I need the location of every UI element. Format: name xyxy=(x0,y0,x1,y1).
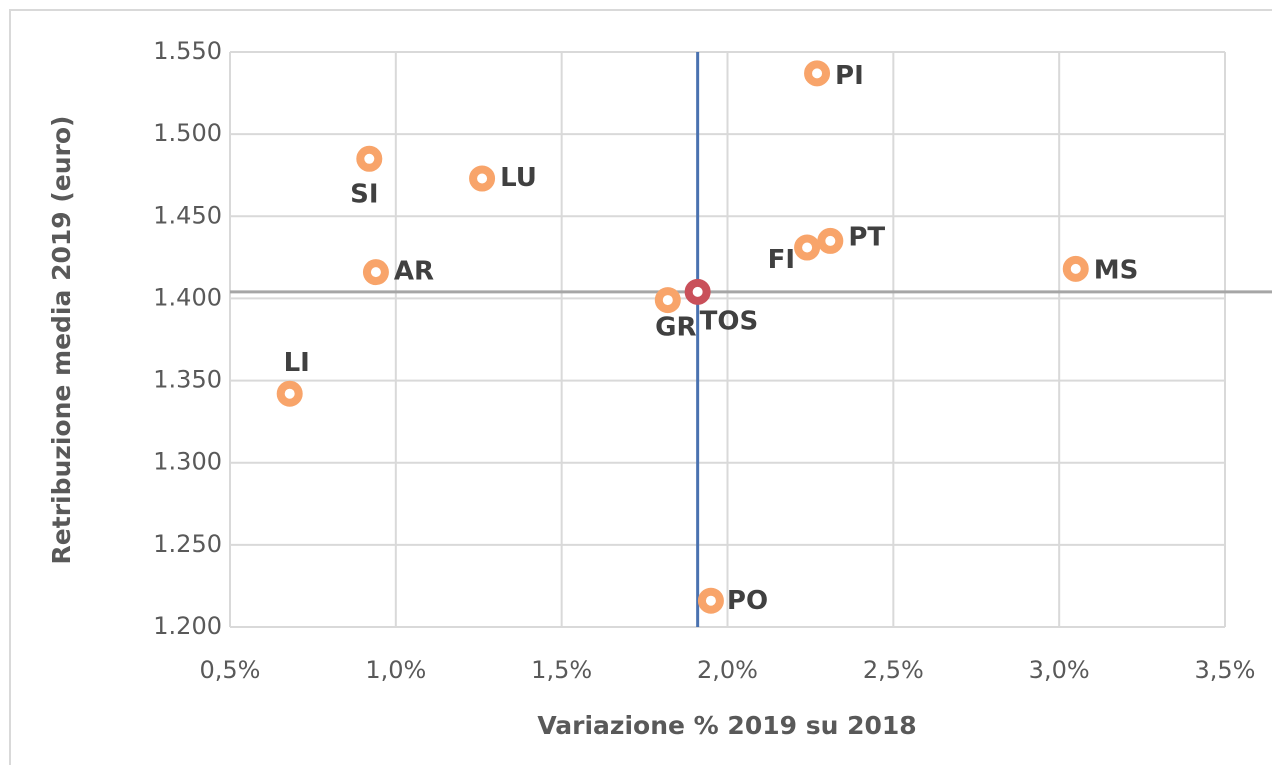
point-label: PI xyxy=(835,61,864,91)
point-label: LI xyxy=(284,348,310,378)
point xyxy=(362,259,389,286)
y-tick-label: 1.250 xyxy=(153,530,222,558)
point-label: SI xyxy=(350,179,378,209)
point-label: TOS xyxy=(700,306,759,336)
point xyxy=(804,60,831,87)
y-tick-label: 1.500 xyxy=(153,119,222,147)
point xyxy=(684,278,711,305)
point-label: FI xyxy=(768,245,795,275)
point xyxy=(356,145,383,172)
x-tick-label: 2,0% xyxy=(697,656,758,684)
point-label: PT xyxy=(848,222,885,252)
x-tick-label: 2,5% xyxy=(863,656,924,684)
y-tick-label: 1.450 xyxy=(153,201,222,229)
point-label: PO xyxy=(727,586,768,616)
y-tick-label: 1.550 xyxy=(153,37,222,65)
chart-frame xyxy=(9,9,1272,765)
point-label: MS xyxy=(1094,255,1139,285)
x-tick-label: 3,0% xyxy=(1029,656,1090,684)
y-tick-label: 1.400 xyxy=(153,283,222,311)
point xyxy=(654,287,681,314)
x-tick-label: 3,5% xyxy=(1195,656,1256,684)
y-tick-label: 1.200 xyxy=(153,612,222,640)
point xyxy=(817,227,844,254)
point xyxy=(276,380,303,407)
point-label: AR xyxy=(394,257,434,287)
x-tick-label: 1,5% xyxy=(531,656,592,684)
point-label: LU xyxy=(500,163,537,193)
point xyxy=(697,587,724,614)
x-axis-title: Variazione % 2019 su 2018 xyxy=(537,711,916,740)
point-label: GR xyxy=(655,313,696,343)
x-tick-label: 0,5% xyxy=(200,656,261,684)
point xyxy=(1062,255,1089,282)
x-tick-label: 1,0% xyxy=(365,656,426,684)
point xyxy=(794,234,821,261)
point xyxy=(469,165,496,192)
y-tick-label: 1.350 xyxy=(153,366,222,394)
y-axis-title: Retribuzione media 2019 (euro) xyxy=(47,116,76,565)
y-tick-label: 1.300 xyxy=(153,448,222,476)
